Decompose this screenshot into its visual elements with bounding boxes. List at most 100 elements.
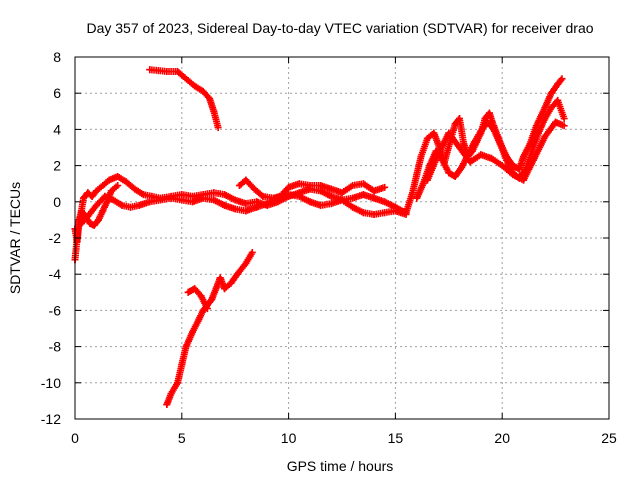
- data-point: [163, 401, 171, 409]
- data-point: [451, 172, 459, 180]
- data-point: [146, 198, 154, 206]
- series-track-bump: [235, 176, 389, 202]
- y-tick-label: 2: [53, 158, 61, 174]
- data-point: [541, 104, 549, 112]
- data-point: [423, 134, 431, 142]
- data-point: [402, 209, 410, 217]
- y-tick-label: -10: [41, 375, 61, 391]
- data-point: [558, 75, 566, 83]
- data-point: [419, 180, 427, 188]
- data-point: [188, 328, 196, 336]
- data-point: [485, 109, 493, 117]
- data-point: [154, 67, 162, 75]
- data-point: [381, 198, 389, 206]
- data-point: [216, 274, 224, 282]
- data-point: [118, 201, 126, 209]
- data-point: [94, 216, 102, 224]
- data-point: [370, 187, 378, 195]
- data-point: [233, 270, 241, 278]
- data-point: [496, 140, 504, 148]
- data-point: [535, 129, 543, 137]
- data-point: [423, 176, 431, 184]
- data-point: [455, 144, 463, 151]
- data-point: [167, 194, 175, 202]
- data-point: [560, 115, 568, 123]
- data-point: [131, 185, 139, 193]
- data-point: [178, 361, 186, 369]
- data-point: [349, 194, 357, 202]
- data-point: [227, 279, 235, 287]
- data-point: [338, 196, 346, 204]
- data-point: [210, 196, 218, 204]
- series-track-lower: [163, 248, 256, 409]
- chart-title: Day 357 of 2023, Sidereal Day-to-day VTE…: [86, 20, 593, 36]
- data-point: [88, 192, 96, 200]
- data-point: [82, 212, 90, 220]
- data-point: [156, 196, 164, 204]
- data-point: [174, 67, 182, 75]
- data-point: [515, 165, 523, 173]
- data-point: [306, 182, 314, 190]
- y-tick-label: -6: [49, 302, 62, 318]
- data-point: [458, 163, 466, 171]
- data-point: [242, 259, 250, 267]
- data-point: [242, 200, 250, 208]
- x-tick-label: 25: [601, 430, 617, 446]
- data-point: [78, 209, 86, 217]
- data-point: [184, 288, 192, 296]
- data-point: [541, 115, 549, 123]
- data-point: [560, 122, 568, 130]
- data-point: [327, 200, 335, 208]
- data-point: [547, 89, 555, 97]
- data-point: [359, 180, 367, 188]
- data-point: [206, 95, 214, 103]
- data-point: [127, 203, 135, 211]
- y-tick-label: -4: [49, 266, 62, 282]
- data-point: [114, 172, 122, 180]
- data-point: [477, 127, 485, 135]
- data-point: [391, 207, 399, 215]
- data-point: [413, 171, 421, 179]
- data-point: [359, 209, 367, 217]
- y-tick-label: 6: [53, 85, 61, 101]
- data-point: [199, 194, 207, 202]
- data-point: [276, 192, 284, 200]
- data-point: [188, 198, 196, 206]
- data-point: [197, 292, 205, 300]
- data-point: [413, 194, 421, 202]
- data-point: [86, 220, 94, 228]
- data-point: [554, 96, 562, 104]
- data-point: [263, 200, 271, 208]
- data-point: [178, 71, 186, 79]
- data-point: [502, 156, 510, 164]
- data-point: [438, 156, 446, 164]
- data-point: [231, 196, 239, 204]
- data-point: [221, 285, 229, 293]
- data-point: [490, 125, 498, 133]
- data-point: [210, 107, 218, 115]
- data-point: [210, 189, 218, 197]
- data-point: [541, 133, 549, 141]
- x-tick-label: 10: [281, 430, 297, 446]
- y-tick-label: -2: [49, 230, 62, 246]
- data-point: [434, 151, 442, 159]
- data-point: [317, 201, 325, 209]
- data-point: [107, 187, 115, 195]
- data-point: [221, 191, 229, 199]
- data-point: [381, 183, 389, 191]
- y-axis-ticks: -12 -10 -8 -6 -4 -2 0 2 4 6 8: [41, 49, 609, 427]
- data-point: [214, 124, 222, 132]
- data-point: [199, 306, 207, 314]
- data-point: [520, 176, 528, 184]
- data-point: [488, 154, 496, 162]
- data-point: [451, 120, 459, 128]
- data-point: [370, 194, 378, 202]
- data-point: [295, 192, 303, 200]
- data-point: [195, 315, 203, 323]
- data-point: [135, 201, 143, 209]
- data-point: [139, 191, 147, 199]
- x-axis-label: GPS time / hours: [287, 458, 394, 474]
- data-point: [167, 390, 175, 398]
- y-tick-label: -12: [41, 411, 61, 427]
